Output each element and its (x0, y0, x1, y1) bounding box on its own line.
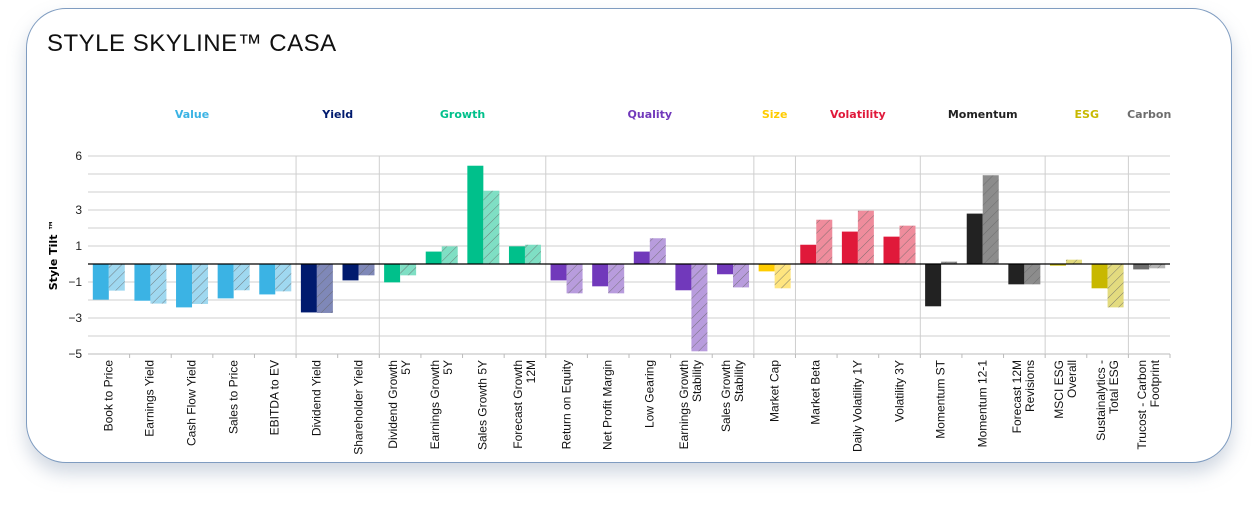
y-tick-label: −1 (68, 275, 82, 289)
portfolio-bar (259, 264, 276, 295)
benchmark-bar (441, 246, 458, 264)
x-tick-label: Volatility 3Y (892, 360, 906, 423)
benchmark-bar (691, 264, 708, 352)
portfolio-bar (342, 264, 359, 281)
x-tick-label: Forecast Growth 12M (510, 360, 538, 449)
portfolio-bar (1091, 264, 1108, 289)
portfolio-bar (550, 264, 567, 281)
portfolio-bar (467, 165, 484, 264)
group-label-value: Value (175, 108, 209, 121)
portfolio-bar (1008, 264, 1025, 285)
benchmark-bar (608, 264, 625, 294)
x-tick-label: Cash Flow Yield (184, 360, 199, 447)
benchmark-bar (733, 264, 750, 288)
x-tick-label: Return on Equity (559, 360, 574, 450)
portfolio-bar (925, 264, 942, 307)
x-tick-label: Market Beta (808, 360, 823, 425)
x-tick-label: EBITDA to EV (267, 360, 282, 436)
group-label-carbon: Carbon (1127, 108, 1171, 121)
benchmark-bar (816, 219, 833, 264)
group-label-quality: Quality (628, 108, 673, 121)
x-tick-label: Momentum ST (933, 360, 948, 439)
portfolio-bar (883, 236, 900, 264)
x-tick-label: Momentum 12-1 (975, 360, 990, 448)
x-tick-label: Daily Volatility 1Y (850, 360, 865, 453)
benchmark-bar (941, 261, 958, 264)
portfolio-bar (966, 213, 983, 264)
x-tick-label: Sales Growth Stability (719, 360, 747, 433)
group-label-esg: ESG (1075, 108, 1099, 121)
benchmark-bar (649, 238, 666, 264)
benchmark-bar (1024, 264, 1041, 285)
benchmark-bar (233, 264, 250, 291)
x-tick-label: Book to Price (101, 360, 116, 432)
benchmark-bar (358, 264, 375, 276)
benchmark-bar (400, 264, 417, 276)
x-tick-label: Earnings Yield (142, 360, 157, 437)
benchmark-bar (316, 264, 333, 313)
group-label-volatility: Volatility (830, 108, 886, 121)
portfolio-bar (217, 264, 234, 299)
group-label-yield: Yield (321, 108, 353, 121)
y-tick-label: 6 (75, 149, 82, 163)
x-tick-label: Sales to Price (226, 360, 241, 435)
x-tick-label: Dividend Yield (309, 360, 324, 437)
x-tick-label: Low Gearing (642, 360, 657, 429)
benchmark-bar (982, 175, 999, 264)
group-label-size: Size (762, 108, 788, 121)
benchmark-bar (899, 225, 916, 264)
portfolio-bar (508, 246, 525, 264)
y-axis-label: Style Tilt ™ (47, 220, 60, 291)
x-tick-label: MSCI ESG Overall (1051, 360, 1079, 419)
y-tick-label: 3 (75, 203, 82, 217)
y-tick-label: 1 (75, 239, 82, 253)
portfolio-bar (1049, 264, 1066, 266)
benchmark-bar (566, 264, 583, 294)
portfolio-bar (1133, 264, 1150, 270)
portfolio-bar (675, 264, 692, 291)
x-tick-label: Trucost - Carbon Footprint (1135, 360, 1163, 450)
x-tick-label: Earnings Growth 5Y (427, 360, 455, 450)
x-tick-label: Shareholder Yield (351, 360, 365, 455)
x-tick-label: Market Cap (767, 360, 782, 423)
benchmark-bar (774, 264, 791, 289)
portfolio-bar (92, 264, 109, 300)
x-tick-label: Net Profit Margin (600, 360, 615, 451)
portfolio-bar (300, 264, 317, 313)
portfolio-bar (134, 264, 151, 301)
benchmark-bar (192, 264, 209, 304)
x-tick-label: Dividend Growth 5Y (386, 360, 414, 449)
benchmark-bar (857, 210, 874, 264)
portfolio-bar (425, 251, 442, 264)
portfolio-bar (633, 251, 650, 264)
portfolio-bar (758, 264, 775, 272)
x-tick-label: Earnings Growth Stability (677, 360, 705, 450)
y-tick-label: −3 (68, 311, 82, 325)
chart-card (26, 8, 1232, 463)
page-title: STYLE SKYLINE™ CASA (47, 30, 337, 57)
benchmark-bar (524, 244, 541, 264)
group-label-growth: Growth (440, 108, 485, 121)
x-tick-label: Sales Growth 5Y (475, 360, 490, 451)
benchmark-bar (1149, 264, 1166, 269)
portfolio-bar (592, 264, 609, 287)
portfolio-bar (176, 264, 193, 308)
portfolio-bar (800, 244, 817, 264)
portfolio-bar (384, 264, 401, 283)
x-tick-label: Sustainalytics - Total ESG (1093, 360, 1121, 441)
benchmark-bar (275, 264, 292, 292)
y-tick-label: −5 (68, 347, 82, 361)
benchmark-bar (483, 190, 500, 264)
benchmark-bar (1107, 264, 1124, 308)
portfolio-bar (841, 231, 858, 264)
x-tick-label: Forecast 12M Revisions (1010, 360, 1038, 434)
benchmark-bar (108, 264, 125, 291)
group-label-momentum: Momentum (948, 108, 1018, 121)
portfolio-bar (717, 264, 734, 275)
benchmark-bar (150, 264, 167, 304)
benchmark-bar (1065, 259, 1082, 264)
